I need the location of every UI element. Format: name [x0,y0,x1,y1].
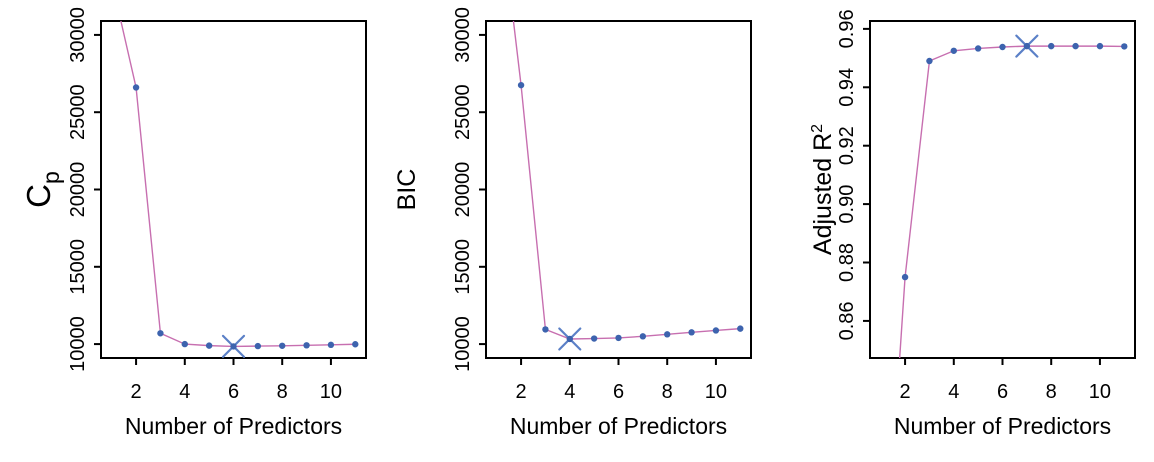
x-tick-label: 10 [1089,381,1111,403]
x-tick-label: 4 [179,381,190,403]
y-tick-label: 0.94 [836,68,858,107]
data-point [205,342,213,349]
data-point [1048,42,1055,50]
y-tick-label: 10000 [67,316,89,372]
data-points [132,84,359,350]
adjusted-r2-plot: 2 4 6 8 10 0.86 0.88 0.90 0.92 0.94 0.96 Number of … [809,9,1136,439]
x-tick-label: 2 [900,381,911,403]
y-axis-title: Cp [20,171,64,208]
x-tick-label: 8 [277,381,288,403]
data-point [664,331,671,338]
y-tick-label: 15000 [452,239,474,295]
data-point [132,84,140,91]
x-tick-label: 10 [320,381,342,403]
y-tick-label: 0.88 [836,243,858,282]
x-axis-title: Number of Predictors [125,413,342,439]
x-tick-label: 6 [228,381,239,403]
data-point [615,334,622,342]
x-tick-label: 6 [997,381,1008,403]
data-point [639,333,647,340]
data-point [303,342,310,349]
data-point [688,329,695,336]
y-axis-title-main: C [20,184,57,208]
y-tick-label: 0.90 [836,185,858,224]
plot-box [485,20,752,359]
y-axis-title-superscript: 2 [809,124,826,133]
data-point [279,342,286,349]
y-tick-label: 0.86 [836,301,858,340]
data-point [1023,42,1031,50]
data-point [1096,42,1104,50]
data-point [352,341,359,348]
data-point [181,340,188,348]
data-point [517,81,525,89]
data-point [950,47,957,54]
x-tick-label: 4 [564,381,575,403]
data-points [517,81,744,343]
data-point [590,335,598,342]
data-point [1121,43,1128,50]
data-point [157,330,164,337]
x-tick-label: 6 [613,381,624,403]
plot-box [869,20,1136,359]
y-tick-label: 25000 [452,84,474,140]
series-line [512,21,741,340]
data-point [926,57,933,65]
x-tick-label: 8 [662,381,673,403]
x-tick-label: 2 [516,381,527,403]
cp-plot: 2 4 6 8 10 10000 15000 20000 25000 30000 Number of… [20,7,367,439]
data-point [974,45,982,52]
y-tick-label: 20000 [67,162,89,218]
y-axis-title-main: Adjusted R [809,133,837,255]
y-tick-label: 0.92 [836,126,858,165]
plot-box [100,20,367,359]
y-tick-label: 30000 [67,7,89,63]
y-axis-title-main: BIC [393,169,421,211]
data-point [566,335,573,343]
data-point [327,341,335,349]
x-tick-label: 10 [705,381,727,403]
y-tick-label: 25000 [67,84,89,140]
y-tick-label: 20000 [452,162,474,218]
y-tick-label: 10000 [452,316,474,372]
y-tick-label: 0.96 [836,9,858,48]
x-tick-label: 8 [1046,381,1057,403]
x-tick-label: 4 [948,381,959,403]
series-line [120,21,356,348]
bic-plot: 2 4 6 8 10 10000 15000 20000 25000 30000 Number of… [393,7,752,439]
y-tick-label: 30000 [452,7,474,63]
y-tick-label: 15000 [67,239,89,295]
data-points [901,42,1128,281]
x-tick-label: 2 [131,381,142,403]
x-axis-title: Number of Predictors [894,413,1111,439]
data-point [230,343,237,350]
data-point [254,342,262,350]
y-axis-title: Adjusted R2 [809,124,837,255]
data-point [542,326,549,333]
data-point [712,327,720,334]
y-axis-title: BIC [393,169,421,211]
data-point [737,325,744,332]
x-axis-title: Number of Predictors [510,413,727,439]
data-point [901,273,909,281]
y-axis-title-subscript: p [38,171,64,184]
data-point [999,43,1006,51]
data-point [1072,42,1079,50]
